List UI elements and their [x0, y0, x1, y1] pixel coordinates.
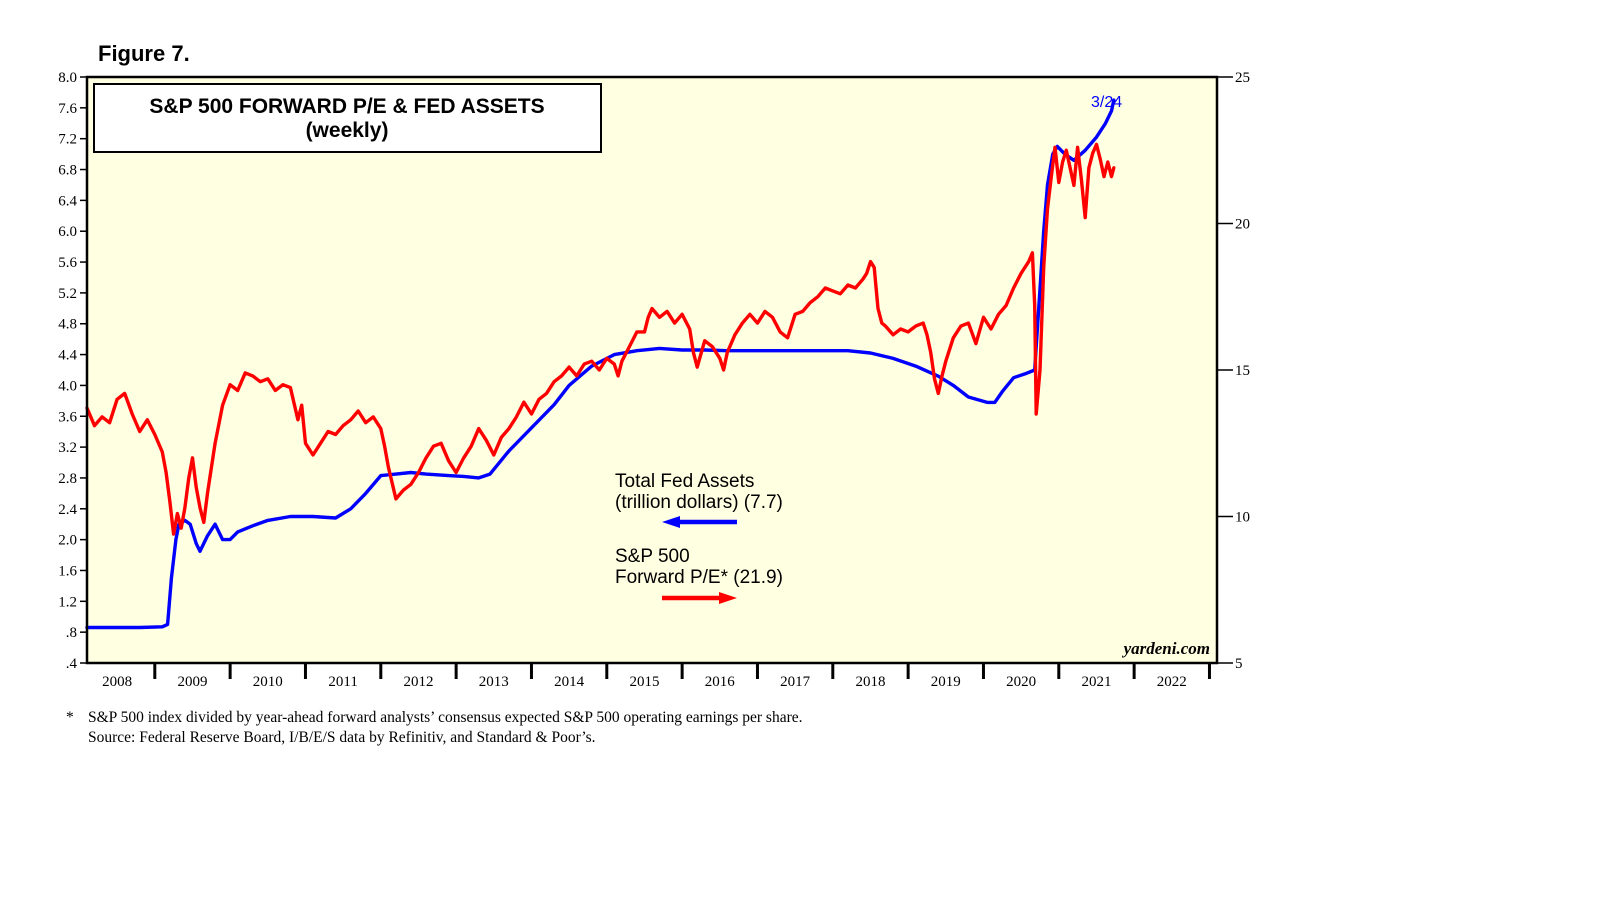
footnote-text: S&P 500 index divided by year-ahead forw…	[88, 709, 803, 726]
title-box: S&P 500 FORWARD P/E & FED ASSETS (weekly…	[93, 83, 602, 153]
series-layer	[85, 98, 1116, 630]
left-axis-tick-label: 7.6	[58, 101, 77, 117]
x-axis-tick-label: 2014	[554, 674, 585, 690]
left-axis-tick-label: 2.4	[58, 502, 77, 518]
legend-pe-label-line2: Forward P/E* (21.9)	[615, 567, 783, 588]
left-axis-tick-label: 2.0	[58, 533, 77, 549]
left-axis: 8.0 7.6 7.2 6.8 6.4 6.0 5.6 5.2 4.8 4.4 4.0 3.6 3.2 2…	[58, 70, 87, 672]
x-axis-tick-label: 2018	[855, 674, 885, 690]
x-axis-tick-label: 2016	[705, 674, 736, 690]
right-axis-tick-label: 5	[1235, 656, 1243, 672]
left-axis-tick-label: 5.6	[58, 255, 77, 271]
x-axis-tick-label: 2019	[931, 674, 961, 690]
left-axis-tick-label: 3.6	[58, 409, 77, 425]
x-axis-tick-label: 2011	[328, 674, 357, 690]
legend-fed-label-line1: Total Fed Assets	[615, 471, 754, 492]
chart-subtitle: (weekly)	[306, 119, 389, 142]
x-axis-tick-label: 2009	[177, 674, 207, 690]
legend: Total Fed Assets (trillion dollars) (7.7…	[615, 471, 783, 604]
footnote: * S&P 500 index divided by year-ahead fo…	[66, 708, 803, 748]
chart-title: S&P 500 FORWARD P/E & FED ASSETS	[149, 95, 544, 118]
left-axis-tick-label: .8	[66, 625, 77, 641]
x-axis-tick-label: 2021	[1081, 674, 1111, 690]
left-axis-tick-label: 4.4	[58, 348, 77, 364]
source-text: Source: Federal Reserve Board, I/B/E/S d…	[88, 729, 596, 746]
left-axis-tick-label: 7.2	[58, 132, 77, 148]
x-axis-tick-label: 2008	[102, 674, 132, 690]
forward-pe-line	[85, 142, 1116, 536]
footnote-marker: *	[66, 709, 74, 726]
left-axis-tick-label: 6.0	[58, 224, 77, 240]
x-axis: 2008 2009 2010 2011 2012 2013 2014 2015 2016 2017…	[102, 663, 1211, 690]
right-axis-tick-label: 25	[1235, 70, 1250, 86]
left-axis-tick-label: 4.0	[58, 378, 77, 394]
x-axis-tick-label: 2010	[253, 674, 283, 690]
x-axis-tick-label: 2013	[479, 674, 509, 690]
right-axis-tick-label: 10	[1235, 510, 1250, 526]
plot-background	[87, 77, 1217, 663]
right-axis: 25 20 15 10 5	[1217, 70, 1250, 672]
left-axis-tick-label: 8.0	[58, 70, 77, 86]
x-axis-tick-label: 2022	[1157, 674, 1187, 690]
x-axis-tick-label: 2012	[403, 674, 433, 690]
left-axis-tick-label: 3.2	[58, 440, 77, 456]
figure-label: Figure 7.	[98, 41, 190, 66]
right-axis-tick-label: 15	[1235, 363, 1250, 379]
left-axis-tick-label: 1.2	[58, 594, 77, 610]
left-axis-tick-label: .4	[66, 656, 78, 672]
legend-fed-arrow-icon	[662, 516, 737, 528]
last-date-label: 3/24	[1091, 94, 1122, 111]
watermark: yardeni.com	[1122, 639, 1210, 658]
left-axis-tick-label: 2.8	[58, 471, 77, 487]
left-axis-tick-label: 4.8	[58, 317, 77, 333]
legend-pe-arrow-icon	[662, 592, 737, 604]
legend-pe-label-line1: S&P 500	[615, 546, 690, 567]
right-axis-tick-label: 20	[1235, 217, 1250, 233]
x-axis-tick-label: 2017	[780, 674, 811, 690]
left-axis-tick-label: 6.4	[58, 193, 77, 209]
left-axis-tick-label: 5.2	[58, 286, 77, 302]
x-axis-tick-label: 2020	[1006, 674, 1036, 690]
x-axis-tick-label: 2015	[629, 674, 659, 690]
legend-fed-label-line2: (trillion dollars) (7.7)	[615, 492, 783, 513]
left-axis-tick-label: 6.8	[58, 163, 77, 179]
left-axis-tick-label: 1.6	[58, 563, 77, 579]
